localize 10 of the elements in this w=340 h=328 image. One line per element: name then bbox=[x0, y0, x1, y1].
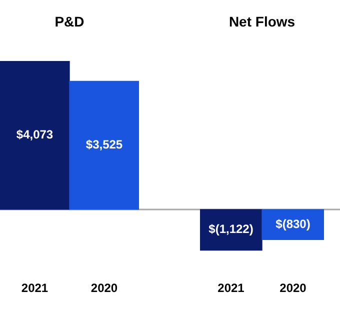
data-label: $4,073 bbox=[16, 128, 54, 142]
x-tick-label: 2020 bbox=[90, 281, 118, 296]
data-label: $3,525 bbox=[86, 138, 123, 152]
data-label: $(1,122) bbox=[208, 222, 254, 236]
chart-title: Net Flows bbox=[228, 13, 296, 30]
x-tick-label: 2020 bbox=[280, 281, 307, 296]
data-label: $(830) bbox=[276, 216, 310, 231]
chart-title: P&D bbox=[54, 13, 84, 30]
x-tick-label: 2021 bbox=[218, 281, 245, 296]
x-tick-label: 2021 bbox=[21, 281, 48, 296]
